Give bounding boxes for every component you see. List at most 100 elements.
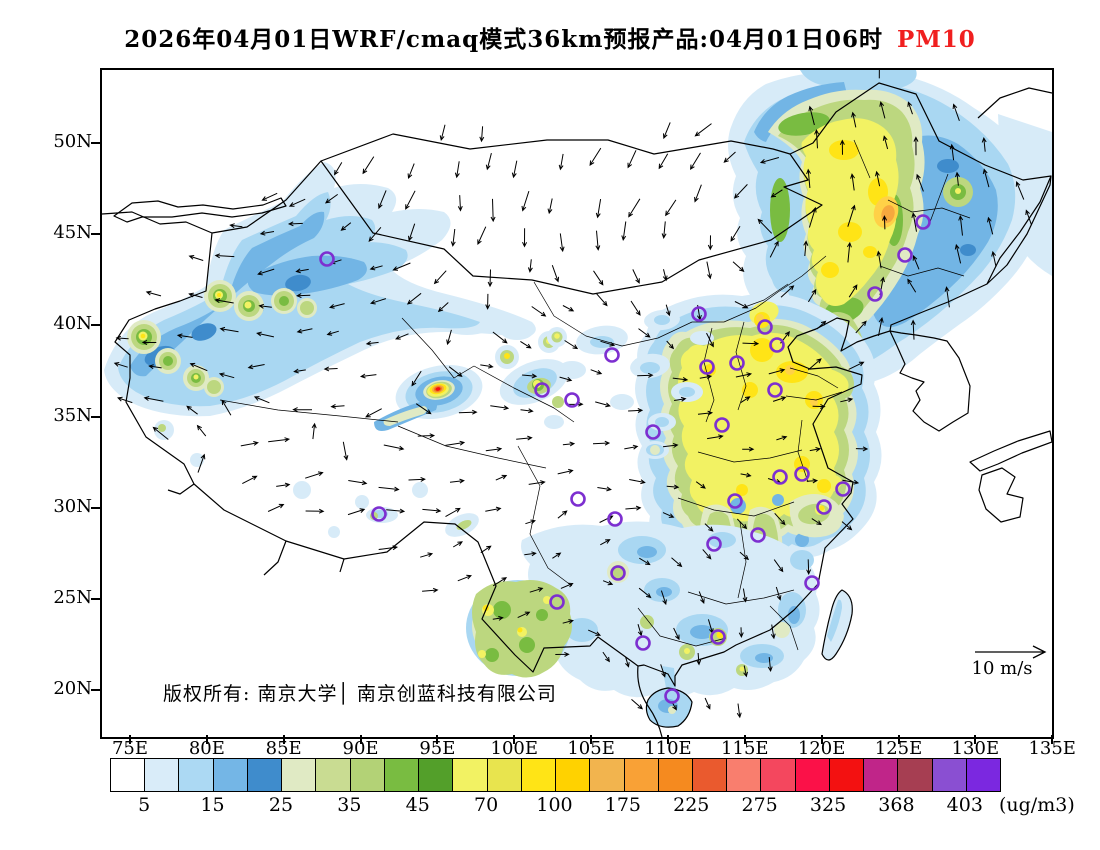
colorbar-cell: [521, 759, 557, 791]
wind-arrow: [562, 441, 576, 447]
wind-arrow: [522, 228, 528, 248]
wind-arrows-layer: [113, 70, 1033, 719]
lon-tick-label: 100E: [490, 738, 539, 759]
city-marker: [534, 382, 550, 398]
wind-arrow: [739, 551, 750, 561]
wind-arrow: [242, 475, 258, 485]
wind-arrow: [525, 519, 536, 525]
lon-tick-mark: [129, 735, 131, 744]
wind-arrow: [757, 218, 773, 234]
wind-arrow: [625, 505, 642, 511]
wind-arrow: [912, 255, 920, 270]
lon-tick-mark: [820, 735, 823, 744]
wind-arrow: [913, 136, 919, 156]
wind-arrow: [743, 665, 748, 678]
wind-arrow: [769, 240, 779, 258]
wind-arrow: [113, 362, 128, 368]
colorbar-cell: [658, 759, 693, 791]
colorbar-tick-label: 325: [809, 794, 847, 816]
wind-arrow: [479, 126, 485, 143]
colorbar-cell: [761, 759, 796, 791]
city-marker: [570, 491, 586, 507]
wind-arrow: [770, 189, 783, 198]
wind-arrow: [562, 305, 575, 312]
lon-tick-mark: [743, 735, 746, 744]
wind-arrow: [697, 410, 714, 416]
colorbar-cell: [727, 759, 762, 791]
wind-arrow: [562, 619, 575, 624]
wind-arrow: [663, 122, 671, 140]
wind-arrow: [707, 434, 724, 440]
wind-arrow: [841, 521, 853, 531]
lon-tick-label: 105E: [567, 738, 615, 759]
wind-arrow: [267, 503, 285, 512]
wind-arrow: [660, 664, 666, 678]
wind-arrow: [296, 328, 313, 334]
colorbar-tick-label: 275: [741, 794, 778, 816]
wind-arrow: [780, 285, 795, 298]
wind-arrow: [197, 453, 206, 473]
wind-arrow: [186, 405, 198, 415]
wind-arrow: [742, 588, 748, 603]
wind-arrow: [422, 587, 439, 593]
wind-arrow: [555, 651, 570, 657]
wind-arrow: [850, 173, 856, 191]
wind-arrow: [558, 153, 564, 171]
lon-tick-label: 120E: [797, 738, 846, 759]
colorbar-tick-label: 225: [673, 794, 710, 816]
wind-arrow: [324, 193, 338, 204]
lat-tick-label: 25N: [53, 587, 92, 608]
wind-arrow: [492, 615, 504, 621]
city-marker: [915, 214, 931, 230]
colorbar-cell: [145, 759, 180, 791]
wind-arrow: [595, 230, 601, 251]
wind-arrow: [738, 627, 744, 638]
lat-tick-mark: [91, 415, 100, 418]
wind-arrow: [485, 152, 492, 171]
wind-arrow: [259, 230, 275, 236]
city-marker: [867, 286, 883, 302]
wind-arrow: [405, 190, 416, 210]
city-marker: [772, 469, 788, 485]
colorbar-cell: [966, 759, 1001, 791]
wind-arrow: [707, 235, 713, 251]
city-marker: [729, 355, 745, 371]
wind-arrow: [520, 408, 534, 414]
wind-arrow: [221, 399, 232, 416]
wind-arrow: [495, 474, 508, 481]
wind-arrow: [437, 302, 449, 313]
colorbar-cell: [829, 759, 865, 791]
lon-tick-label: 115E: [721, 738, 769, 759]
wind-arrow: [811, 518, 822, 526]
wind-arrow: [694, 123, 712, 137]
wind-arrow: [807, 358, 822, 371]
title-pollutant: PM10: [897, 26, 976, 53]
colorbar-cell: [556, 759, 591, 791]
wind-arrow: [378, 486, 400, 492]
wind-arrow: [661, 221, 667, 239]
wind-arrow: [148, 364, 162, 370]
colorbar-cell: [316, 759, 351, 791]
wind-arrow: [665, 199, 677, 217]
wind-arrow: [699, 374, 713, 380]
wind-arrow: [808, 105, 815, 126]
wind-arrow: [600, 539, 611, 546]
wind-arrow: [188, 292, 203, 298]
wind-arrow: [808, 206, 817, 228]
wind-arrow: [672, 376, 689, 382]
wind-arrow: [485, 293, 491, 310]
wind-arrow: [433, 270, 447, 285]
map-svg: [102, 70, 1052, 737]
wind-arrow: [907, 278, 917, 293]
colorbar-cell: [282, 759, 317, 791]
wind-arrow: [732, 261, 745, 272]
wind-arrow: [981, 136, 987, 152]
lat-tick-label: 45N: [53, 222, 92, 244]
lat-tick-mark: [91, 598, 100, 600]
wind-arrow: [958, 214, 964, 236]
wind-arrow: [740, 472, 752, 478]
wind-arrow: [776, 435, 788, 441]
wind-arrow: [704, 697, 711, 710]
wind-arrow: [673, 627, 680, 641]
